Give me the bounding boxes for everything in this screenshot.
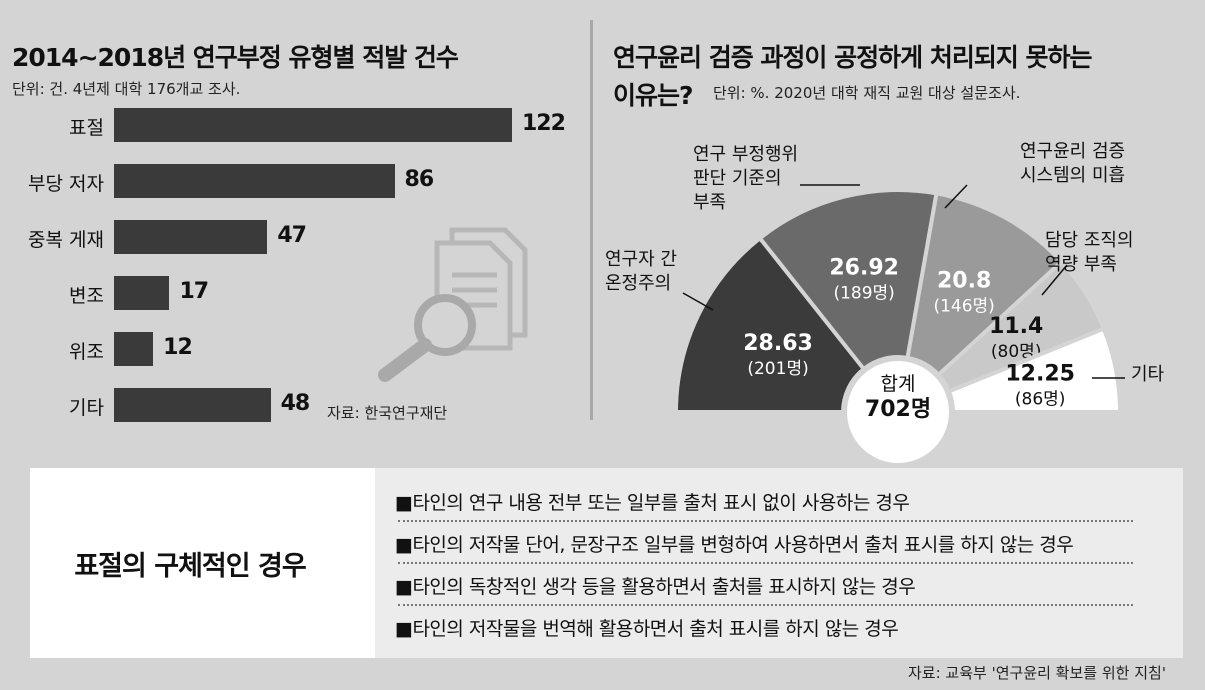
bar-value: 17 bbox=[179, 279, 209, 304]
pie-total-value: 702명 bbox=[865, 397, 931, 422]
pie-slice-count: (201명) bbox=[747, 359, 808, 379]
pie-slice bbox=[946, 326, 1123, 414]
pie-slice-label: 판단 기준의 bbox=[693, 168, 782, 189]
bar-value: 48 bbox=[280, 391, 311, 416]
bar bbox=[114, 164, 395, 198]
pie-slice-label: 역량 부족 bbox=[1045, 254, 1117, 275]
case-separator bbox=[398, 520, 1133, 522]
pie-slice-count: (86명) bbox=[1015, 389, 1066, 409]
bar bbox=[114, 332, 154, 366]
case-separator bbox=[398, 562, 1133, 564]
pie-leader-line bbox=[682, 292, 714, 311]
panel-divider bbox=[590, 20, 593, 420]
pie-center bbox=[847, 361, 949, 463]
bar-label: 위조 bbox=[69, 341, 104, 363]
pie-leader-line bbox=[944, 184, 968, 209]
pie-slice-value: 20.8 bbox=[937, 268, 991, 293]
plagiarism-cases-heading: 표절의 구체적인 경우 bbox=[74, 550, 306, 582]
bar-value: 47 bbox=[277, 223, 307, 248]
case-separator bbox=[398, 604, 1133, 606]
pie-slice-label: 시스템의 미흡 bbox=[1020, 165, 1125, 186]
bar bbox=[114, 276, 170, 310]
bar-label: 표절 bbox=[69, 117, 104, 139]
pie-slice-label: 온정주의 bbox=[605, 273, 671, 294]
pie-slice bbox=[673, 235, 867, 414]
plagiarism-case-item: ■타인의 저작물 단어, 문장구조 일부를 변형하여 사용하면서 출처 표시를 … bbox=[395, 534, 1074, 556]
pie-slice-value: 28.63 bbox=[743, 331, 813, 356]
pie-chart-unit: 단위: %. 2020년 대학 재직 교원 대상 설문조사. bbox=[713, 84, 1021, 102]
pie-chart-title-line1: 연구윤리 검증 과정이 공정하게 처리되지 못하는 bbox=[613, 43, 1093, 72]
pie-slice-count: (146명) bbox=[933, 296, 994, 316]
pie-slice bbox=[935, 258, 1107, 394]
plagiarism-case-item: ■타인의 연구 내용 전부 또는 일부를 출처 표시 없이 사용하는 경우 bbox=[395, 492, 910, 514]
bar-value: 12 bbox=[163, 335, 193, 360]
pie-slice-label: 연구윤리 검증 bbox=[1020, 141, 1125, 162]
bar-chart-title: 2014~2018년 연구부정 유형별 적발 건수 bbox=[12, 43, 459, 72]
bottom-source: 자료: 교육부 '연구윤리 확보를 위한 지침' bbox=[908, 664, 1166, 682]
bar-value: 122 bbox=[522, 111, 566, 136]
pie-chart-title-line2: 이유는? bbox=[613, 81, 694, 110]
bar-chart-unit: 단위: 건. 4년제 대학 176개교 조사. bbox=[12, 80, 241, 98]
plagiarism-cases-box: 표절의 구체적인 경우 ■타인의 연구 내용 전부 또는 일부를 출처 표시 없… bbox=[30, 468, 1183, 658]
pie-slice bbox=[905, 191, 1065, 378]
pie-slice-label: 담당 조직의 bbox=[1045, 230, 1134, 251]
plagiarism-case-item: ■타인의 저작물을 번역해 활용하면서 출처 표시를 하지 않는 경우 bbox=[395, 618, 899, 640]
pie-slice bbox=[757, 188, 939, 372]
bar-chart-panel: 2014~2018년 연구부정 유형별 적발 건수 단위: 건. 4년제 대학 … bbox=[12, 10, 582, 465]
plagiarism-case-item: ■타인의 독창적인 생각 등을 활용하면서 출처를 표시하지 않는 경우 bbox=[395, 576, 916, 598]
bar-label: 중복 게재 bbox=[28, 229, 104, 251]
pie-chart-panel: 연구윤리 검증 과정이 공정하게 처리되지 못하는 이유는? 단위: %. 20… bbox=[595, 10, 1200, 465]
bar bbox=[114, 220, 268, 254]
pie-total-label: 합계 bbox=[881, 373, 916, 395]
bar-chart-source: 자료: 한국연구재단 bbox=[327, 404, 448, 422]
pie-slice-label: 부족 bbox=[693, 192, 726, 213]
pie-slice-label: 연구 부정행위 bbox=[693, 144, 798, 165]
pie-leader-line bbox=[1041, 264, 1068, 296]
bar-label: 부당 저자 bbox=[28, 173, 104, 195]
bar-value: 86 bbox=[404, 167, 435, 192]
bar-label: 변조 bbox=[69, 285, 104, 307]
pie-slice-count: (189명) bbox=[833, 284, 894, 304]
pie-slice-label: 연구자 간 bbox=[605, 249, 677, 270]
bar-label: 기타 bbox=[69, 397, 104, 419]
document-magnifier-icon bbox=[378, 227, 528, 382]
pie-slice-value: 12.25 bbox=[1005, 361, 1075, 386]
pie-slice-value: 26.92 bbox=[829, 256, 899, 281]
pie-slice-value: 11.4 bbox=[989, 314, 1043, 339]
bar bbox=[114, 388, 271, 422]
bar bbox=[114, 108, 512, 142]
pie-slice-label: 기타 bbox=[1131, 364, 1165, 385]
